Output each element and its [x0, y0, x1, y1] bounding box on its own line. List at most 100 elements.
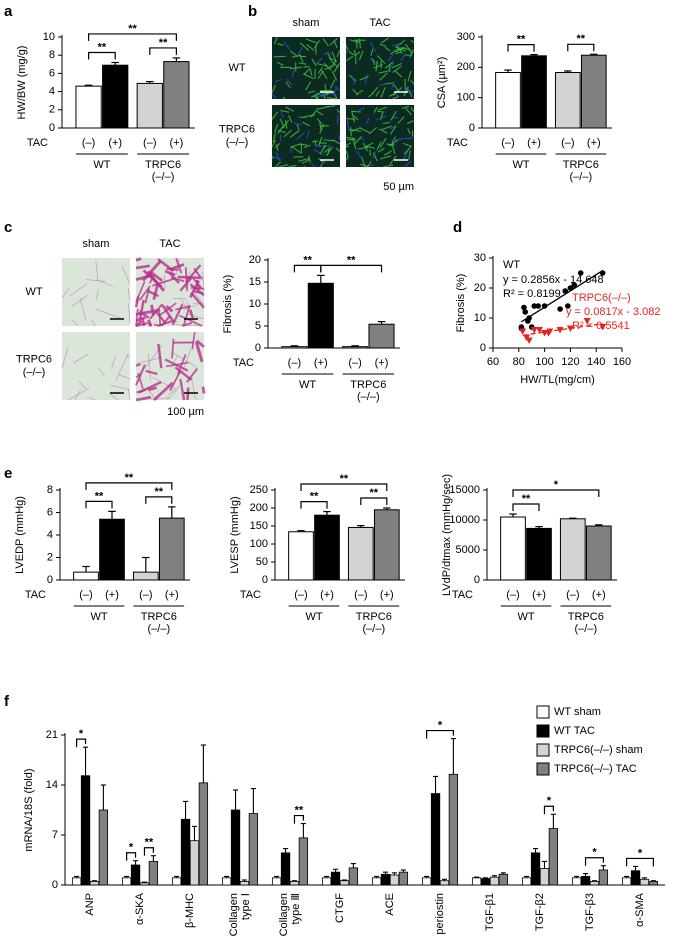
micrograph-texture: [95, 261, 99, 281]
micrograph-texture: [280, 109, 290, 113]
bar: [280, 852, 291, 886]
bar: [621, 877, 632, 886]
micrograph-texture: [128, 303, 131, 324]
x-tick-label: (+): [527, 137, 541, 149]
x-tick-label: (+): [165, 589, 179, 601]
micrograph-texture: [332, 86, 338, 96]
micrograph-texture: [95, 289, 99, 300]
x-tick-label: (–): [566, 589, 579, 601]
micrograph-texture: [395, 51, 402, 55]
micrograph-texture: [327, 51, 332, 62]
x-tick-label: (–): [354, 589, 367, 601]
micrograph-texture: [276, 144, 279, 152]
micrograph-texture: [310, 91, 322, 98]
micrograph-texture: [306, 129, 310, 139]
micrograph-texture: [353, 115, 359, 121]
micrograph-texture: [79, 297, 87, 321]
x-tick-label: ANP: [84, 893, 96, 916]
micrograph-texture: [273, 55, 286, 58]
micrograph-stain: [181, 321, 193, 327]
micrograph-texture: [389, 155, 397, 166]
micrograph-texture: [194, 293, 205, 305]
micrograph-texture: [299, 42, 310, 51]
point: [583, 318, 591, 325]
micrograph-stain: [149, 303, 164, 320]
series-label: WT: [503, 259, 520, 271]
micrograph-texture: [331, 139, 340, 145]
micrograph-texture: [278, 164, 289, 168]
micrograph-texture: [329, 38, 338, 46]
significance-bracket: [85, 482, 173, 490]
bar: [521, 877, 532, 886]
micrograph-texture: [274, 36, 278, 45]
micrograph-texture: [127, 287, 131, 301]
micrograph-texture: [301, 159, 310, 164]
bar: [471, 877, 482, 886]
micrograph-texture: [388, 60, 395, 73]
x-tick-label: TGF-β1: [484, 893, 496, 931]
micrograph-texture: [302, 121, 311, 127]
micrograph-texture: [400, 53, 406, 62]
bar: [342, 346, 369, 349]
micrograph-stain: [135, 257, 142, 262]
micrograph-stain: [152, 282, 160, 301]
micrograph-texture: [85, 279, 106, 282]
fit-r2: R² = 0.5541: [572, 320, 630, 332]
micrograph-texture: [118, 374, 131, 380]
significance-bracket: [507, 43, 535, 52]
y-tick-label: 50: [256, 556, 268, 568]
bar: [571, 877, 582, 886]
y-tick-label: 0: [474, 574, 480, 586]
micrograph-texture: [389, 125, 397, 135]
micrograph-stain: [177, 275, 201, 280]
micrograph-stain: [182, 304, 191, 327]
micrograph-texture: [289, 66, 302, 70]
point: [571, 282, 578, 288]
scale-label: 50 µm: [383, 181, 414, 193]
y-tick-label: 6: [47, 506, 53, 518]
micrograph-texture: [97, 366, 105, 376]
significance-label: **: [347, 254, 356, 266]
panel-letter: d: [453, 219, 462, 236]
micrograph-stain: [156, 320, 173, 327]
micrograph-texture: [351, 76, 356, 85]
micrograph-texture: [285, 81, 291, 89]
point: [565, 303, 571, 309]
micrograph-stain: [189, 309, 194, 319]
significance-bracket: [145, 496, 173, 504]
micrograph-stain: [135, 316, 146, 323]
bar: [289, 881, 300, 886]
legend-swatch: [536, 743, 550, 757]
micrograph-texture: [375, 90, 380, 97]
micrograph-texture: [285, 106, 295, 112]
bar: [648, 881, 659, 886]
x-tick-label: 140: [587, 356, 605, 368]
micrograph-texture: [403, 145, 412, 155]
micrograph-texture: [403, 142, 412, 148]
micrograph-texture: [319, 144, 327, 155]
micrograph: [62, 332, 130, 400]
micrograph-texture: [345, 142, 351, 146]
micrograph-stain: [161, 304, 175, 324]
y-tick-label: 0: [480, 342, 486, 354]
micrograph-texture: [303, 68, 311, 75]
bar: [180, 818, 191, 886]
group-label: WT: [93, 159, 110, 171]
micrograph-stain: [137, 373, 144, 390]
micrograph-texture: [371, 58, 376, 66]
bar: [121, 877, 132, 886]
point: [556, 327, 564, 334]
point: [557, 306, 563, 312]
fit-r2: R² = 0.8199: [503, 288, 561, 300]
y-axis-label: mRNA/18S (fold): [23, 768, 35, 851]
micrograph-texture: [319, 122, 322, 131]
micrograph-texture: [391, 82, 395, 89]
significance-bracket: [320, 264, 383, 273]
row-label: TRPC6: [219, 123, 255, 135]
y-tick-label: 300: [457, 31, 475, 43]
bar: [99, 518, 125, 581]
micrograph-stain: [149, 270, 164, 282]
micrograph-stain: [145, 369, 158, 375]
micrograph-stain: [179, 277, 193, 292]
